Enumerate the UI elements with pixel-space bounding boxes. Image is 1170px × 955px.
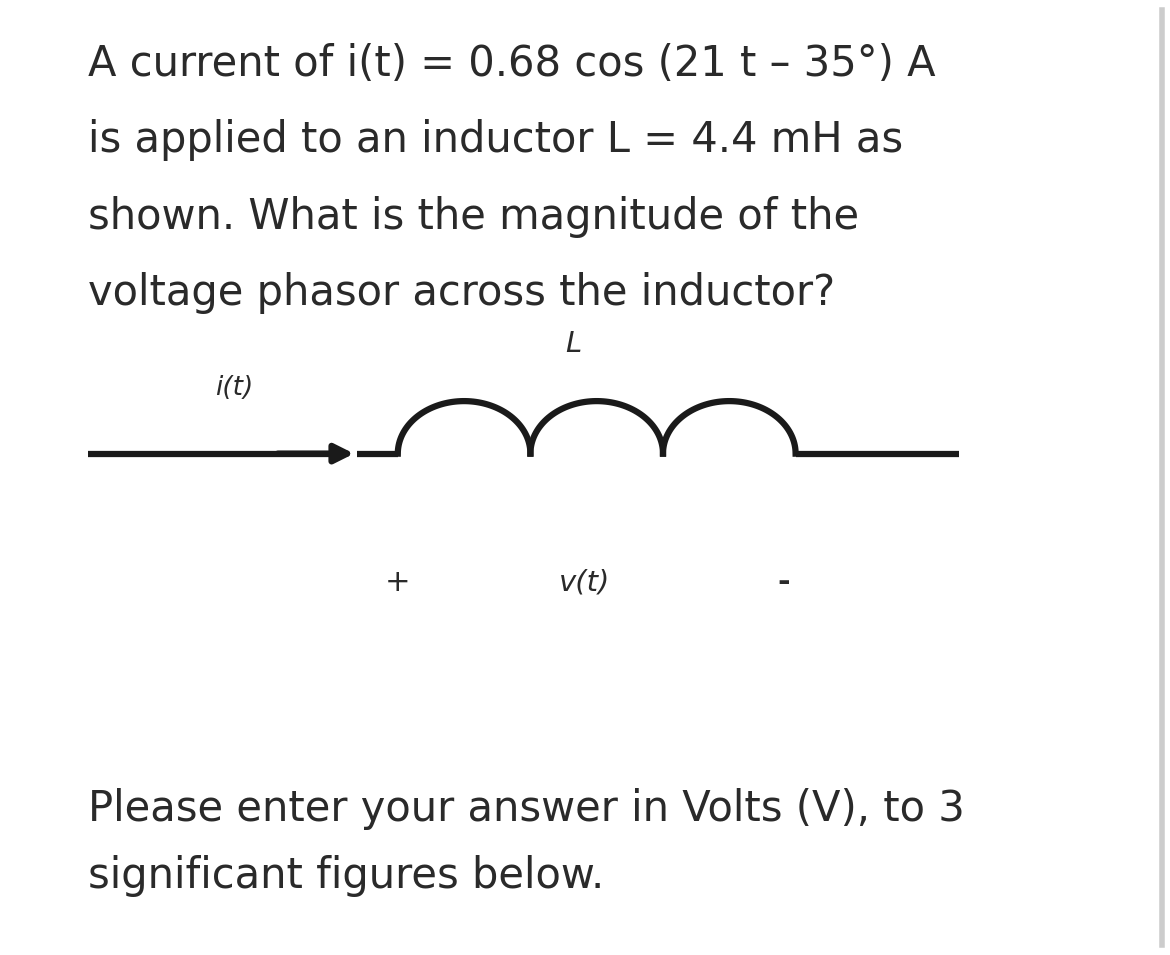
Text: Please enter your answer in Volts (V), to 3: Please enter your answer in Volts (V), t… [88,788,964,830]
Text: +: + [385,568,411,597]
Text: i(t): i(t) [215,375,253,401]
Text: voltage phasor across the inductor?: voltage phasor across the inductor? [88,272,835,314]
Text: -: - [778,568,790,597]
Text: shown. What is the magnitude of the: shown. What is the magnitude of the [88,196,859,238]
Text: is applied to an inductor L = 4.4 mH as: is applied to an inductor L = 4.4 mH as [88,119,903,161]
Text: L: L [565,330,581,358]
Text: v(t): v(t) [559,568,611,597]
Text: A current of i(t) = 0.68 cos (21 t – 35°) A: A current of i(t) = 0.68 cos (21 t – 35°… [88,43,935,85]
Text: significant figures below.: significant figures below. [88,855,604,897]
